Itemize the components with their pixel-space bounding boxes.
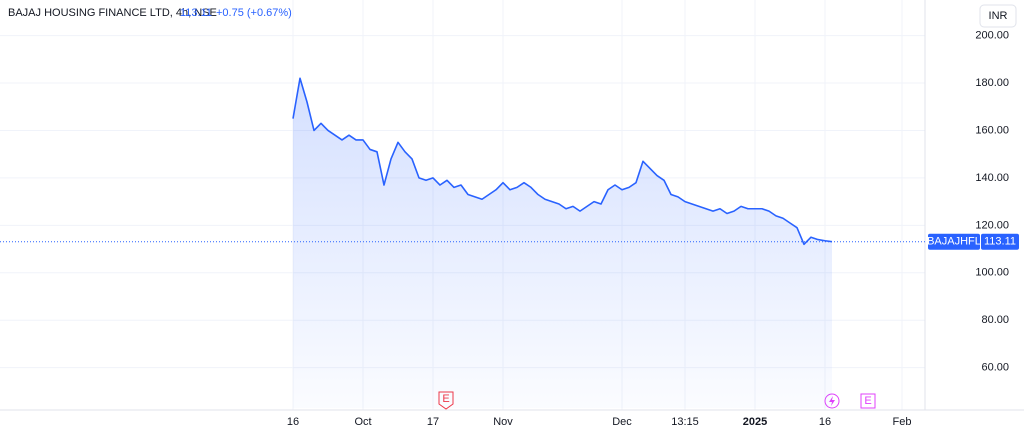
x-tick-label: 16 — [287, 416, 299, 428]
header-price: 113.11 — [180, 7, 212, 19]
header-change: +0.75 (+0.67%) — [216, 7, 292, 19]
x-tick-label: Dec — [612, 416, 632, 428]
price-tag — [981, 233, 1019, 250]
currency-button[interactable] — [979, 4, 1017, 28]
y-tick-label: 180.00 — [975, 77, 1009, 89]
price-line — [292, 77, 833, 246]
y-tick-label: 100.00 — [975, 267, 1009, 279]
event-label: E — [864, 395, 871, 407]
x-tick-label: Feb — [893, 416, 912, 428]
y-tick-label: 140.00 — [975, 172, 1009, 184]
x-tick-label: Oct — [354, 416, 371, 428]
event-marker[interactable]: E — [860, 393, 876, 409]
x-tick-label: 2025 — [743, 416, 767, 428]
area-fill — [293, 78, 832, 409]
symbol-tag — [928, 233, 980, 250]
x-tick-label: 17 — [427, 416, 439, 428]
y-tick-label: 120.00 — [975, 219, 1009, 231]
y-tick-label: 60.00 — [981, 362, 1009, 374]
currency-label[interactable]: INR — [989, 10, 1008, 22]
symbol-title: BAJAJ HOUSING FINANCE LTD, 4h, NSE — [8, 7, 217, 19]
x-tick-label: Nov — [493, 416, 513, 428]
y-tick-label: 160.00 — [975, 124, 1009, 136]
x-tick-label: 13:15 — [671, 416, 699, 428]
y-tick-label: 200.00 — [975, 29, 1009, 41]
price-tag-label: 113.11 — [984, 236, 1016, 248]
x-tick-label: 16 — [819, 416, 831, 428]
symbol-tag-label: BAJAJHFL — [927, 236, 981, 248]
event-badge — [860, 393, 876, 409]
y-tick-label: 80.00 — [981, 314, 1009, 326]
